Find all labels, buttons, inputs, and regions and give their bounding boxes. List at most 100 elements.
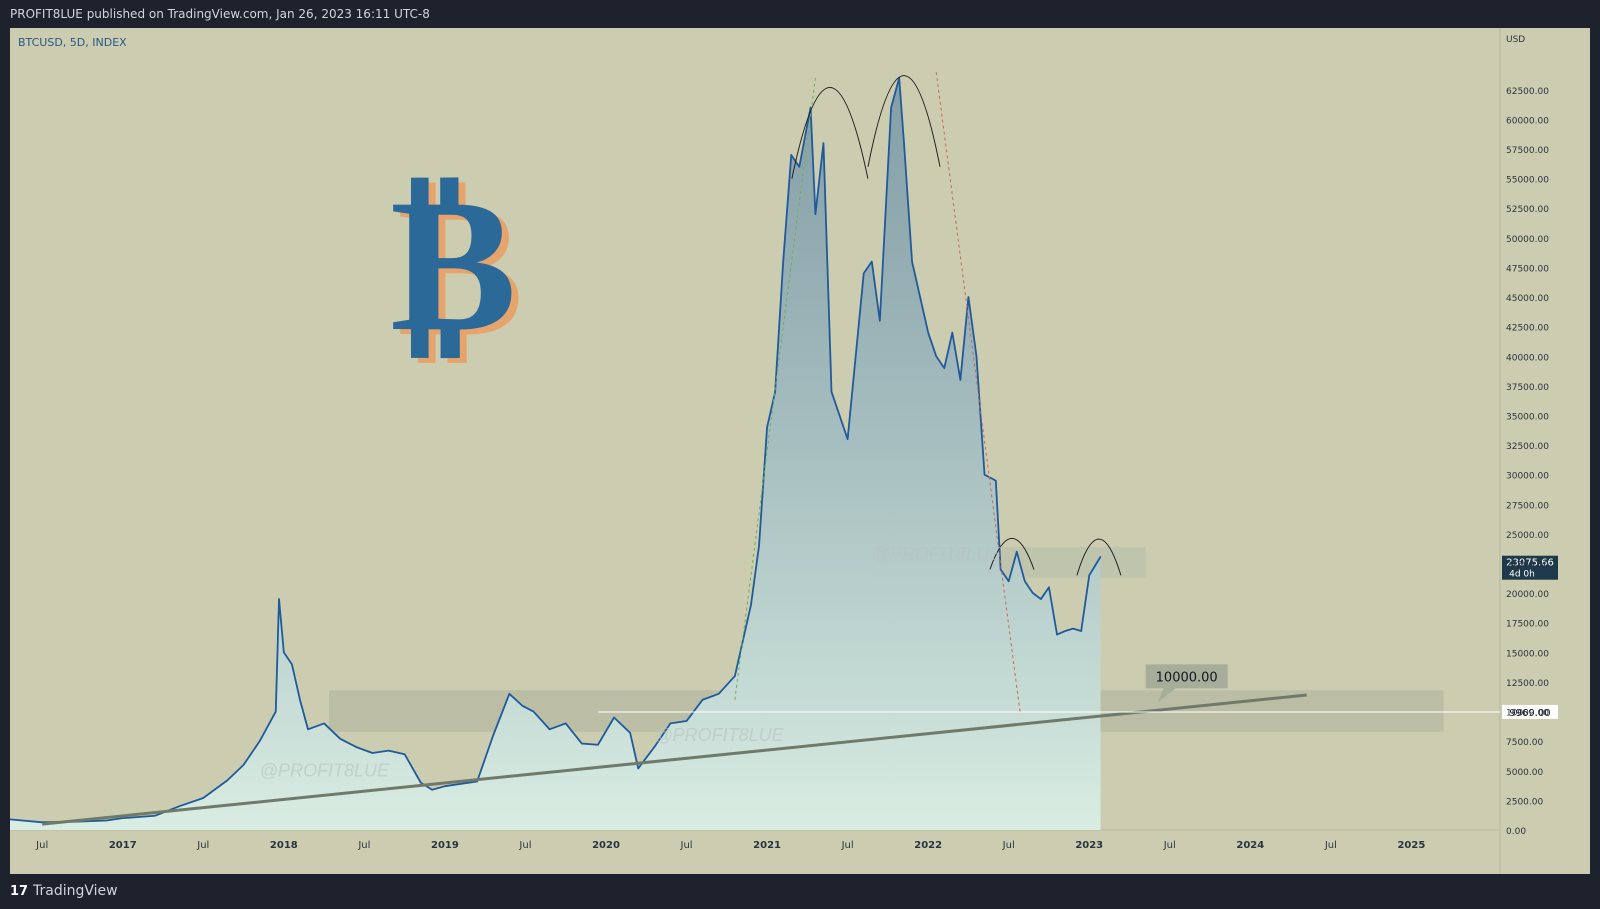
price-point [291, 663, 293, 665]
x-tick-label: 2025 [1397, 840, 1425, 851]
price-point [975, 355, 978, 357]
y-tick-label: 7500.00 [1506, 738, 1543, 748]
price-point [790, 154, 792, 156]
price-point [387, 750, 390, 752]
price-point [371, 752, 374, 754]
y-tick-label: 47500.00 [1506, 264, 1549, 274]
callout-bubble [1145, 664, 1228, 703]
price-point [521, 705, 523, 707]
small-arc-right [1076, 538, 1122, 576]
price-point [597, 744, 599, 746]
y-tick-label: 17500.00 [1506, 620, 1549, 630]
price-point [871, 260, 873, 263]
y-tick-label: 12500.00 [1506, 679, 1549, 689]
projection-up-line [734, 77, 816, 700]
price-point [549, 728, 551, 730]
x-tick-label: Jul [841, 840, 854, 851]
price-point [734, 675, 736, 677]
price-point [1016, 551, 1018, 553]
price-point [154, 815, 156, 817]
price-point [911, 260, 913, 263]
support-price-label: 9969.00 [1509, 708, 1550, 719]
price-point [798, 166, 800, 168]
price-point [339, 738, 341, 740]
price-axis-panel [1500, 28, 1590, 874]
y-tick-label: 27500.00 [1506, 501, 1549, 511]
price-point [782, 260, 784, 263]
y-tick-label: 52500.00 [1506, 205, 1549, 215]
x-tick-label: Jul [1324, 840, 1337, 851]
price-point [1040, 598, 1042, 600]
small-arc-left [989, 538, 1035, 570]
price-point [1000, 568, 1002, 571]
price-point [983, 474, 986, 476]
x-tick-label: 2023 [1075, 840, 1103, 851]
price-point [685, 720, 688, 722]
price-point [1099, 556, 1102, 558]
price-point [822, 142, 825, 144]
price-point [995, 480, 997, 482]
price-point [404, 753, 406, 755]
price-point [629, 732, 631, 734]
y-tick-label: 37500.00 [1506, 383, 1549, 393]
price-point [863, 272, 865, 274]
top-arc-right [867, 75, 941, 167]
price-point [275, 710, 277, 713]
price-point [444, 785, 446, 787]
price-point [750, 604, 752, 606]
current-price-label: 23075.66 [1506, 558, 1554, 569]
x-tick-label: 2018 [270, 840, 298, 851]
price-point [959, 379, 961, 381]
price-point [890, 106, 892, 109]
watermark-text: @PROFIT8LUE [260, 761, 390, 781]
symbol-label[interactable]: BTCUSD, 5D, INDEX [18, 36, 127, 49]
price-point [669, 722, 672, 725]
price-point [1056, 633, 1058, 636]
price-point [809, 106, 812, 109]
price-point [283, 651, 285, 653]
watermark-text: @PROFIT8LUE [872, 544, 1002, 564]
price-point [879, 320, 881, 322]
y-tick-label: 45000.00 [1506, 294, 1549, 304]
price-point [202, 797, 204, 799]
price-point [838, 414, 841, 417]
countdown-label: 4d 0h [1509, 570, 1535, 580]
y-tick-label: 42500.00 [1506, 324, 1549, 334]
y-tick-label: 22500.00 [1506, 561, 1549, 571]
price-point [1088, 574, 1090, 576]
price-point [178, 805, 180, 807]
price-point [855, 355, 857, 357]
x-tick-label: 2021 [753, 840, 781, 851]
y-tick-label: 35000.00 [1506, 412, 1549, 422]
price-point [919, 296, 921, 298]
price-point [758, 545, 760, 547]
x-tick-label: Jul [518, 840, 531, 851]
y-tick-label: 57500.00 [1506, 146, 1549, 156]
price-point [355, 746, 357, 748]
price-point [10, 818, 11, 820]
price-point [935, 355, 937, 357]
y-tick-label: 20000.00 [1506, 590, 1549, 600]
y-tick-label: 2500.00 [1506, 797, 1543, 807]
price-point [943, 367, 945, 369]
tradingview-logo-icon: 17 [10, 884, 29, 899]
price-point [1032, 592, 1034, 594]
publish-header: PROFIT8LUE published on TradingView.com,… [0, 0, 1600, 28]
price-point [1072, 628, 1074, 630]
price-point [1048, 586, 1050, 588]
chart-panel[interactable]: BTCUSD, 5D, INDEX ₿ 9969.00 23075.66 4d 0h… [10, 28, 1590, 874]
price-point [774, 391, 776, 393]
price-point [967, 296, 970, 298]
x-tick-label: 2020 [592, 840, 620, 851]
price-point [420, 782, 422, 784]
price-point [323, 722, 325, 725]
x-tick-label: Jul [1002, 840, 1015, 851]
price-point [637, 767, 639, 770]
price-point [951, 331, 953, 334]
y-tick-label: 62500.00 [1506, 87, 1549, 97]
price-point [702, 699, 704, 701]
x-tick-label: 2024 [1236, 840, 1264, 851]
x-tick-label: Jul [357, 840, 370, 851]
y-tick-label: 50000.00 [1506, 235, 1549, 245]
